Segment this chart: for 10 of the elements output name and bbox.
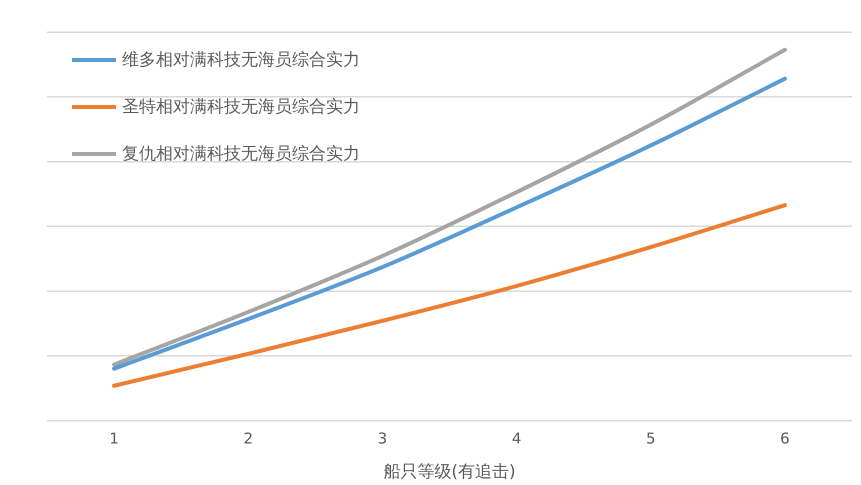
x-tick-label: 3: [378, 429, 388, 448]
x-tick-label: 4: [512, 429, 522, 448]
legend-label: 复仇相对满科技无海员综合实力: [122, 143, 360, 165]
x-axis-title: 船只等级(有追击): [383, 462, 516, 482]
x-tick-label: 1: [109, 429, 119, 448]
x-tick-label: 5: [646, 429, 656, 448]
x-tick-label: 6: [780, 429, 790, 448]
legend-label: 维多相对满科技无海员综合实力: [122, 49, 360, 71]
x-tick-label: 2: [243, 429, 254, 448]
legend-label: 圣特相对满科技无海员综合实力: [122, 96, 360, 118]
